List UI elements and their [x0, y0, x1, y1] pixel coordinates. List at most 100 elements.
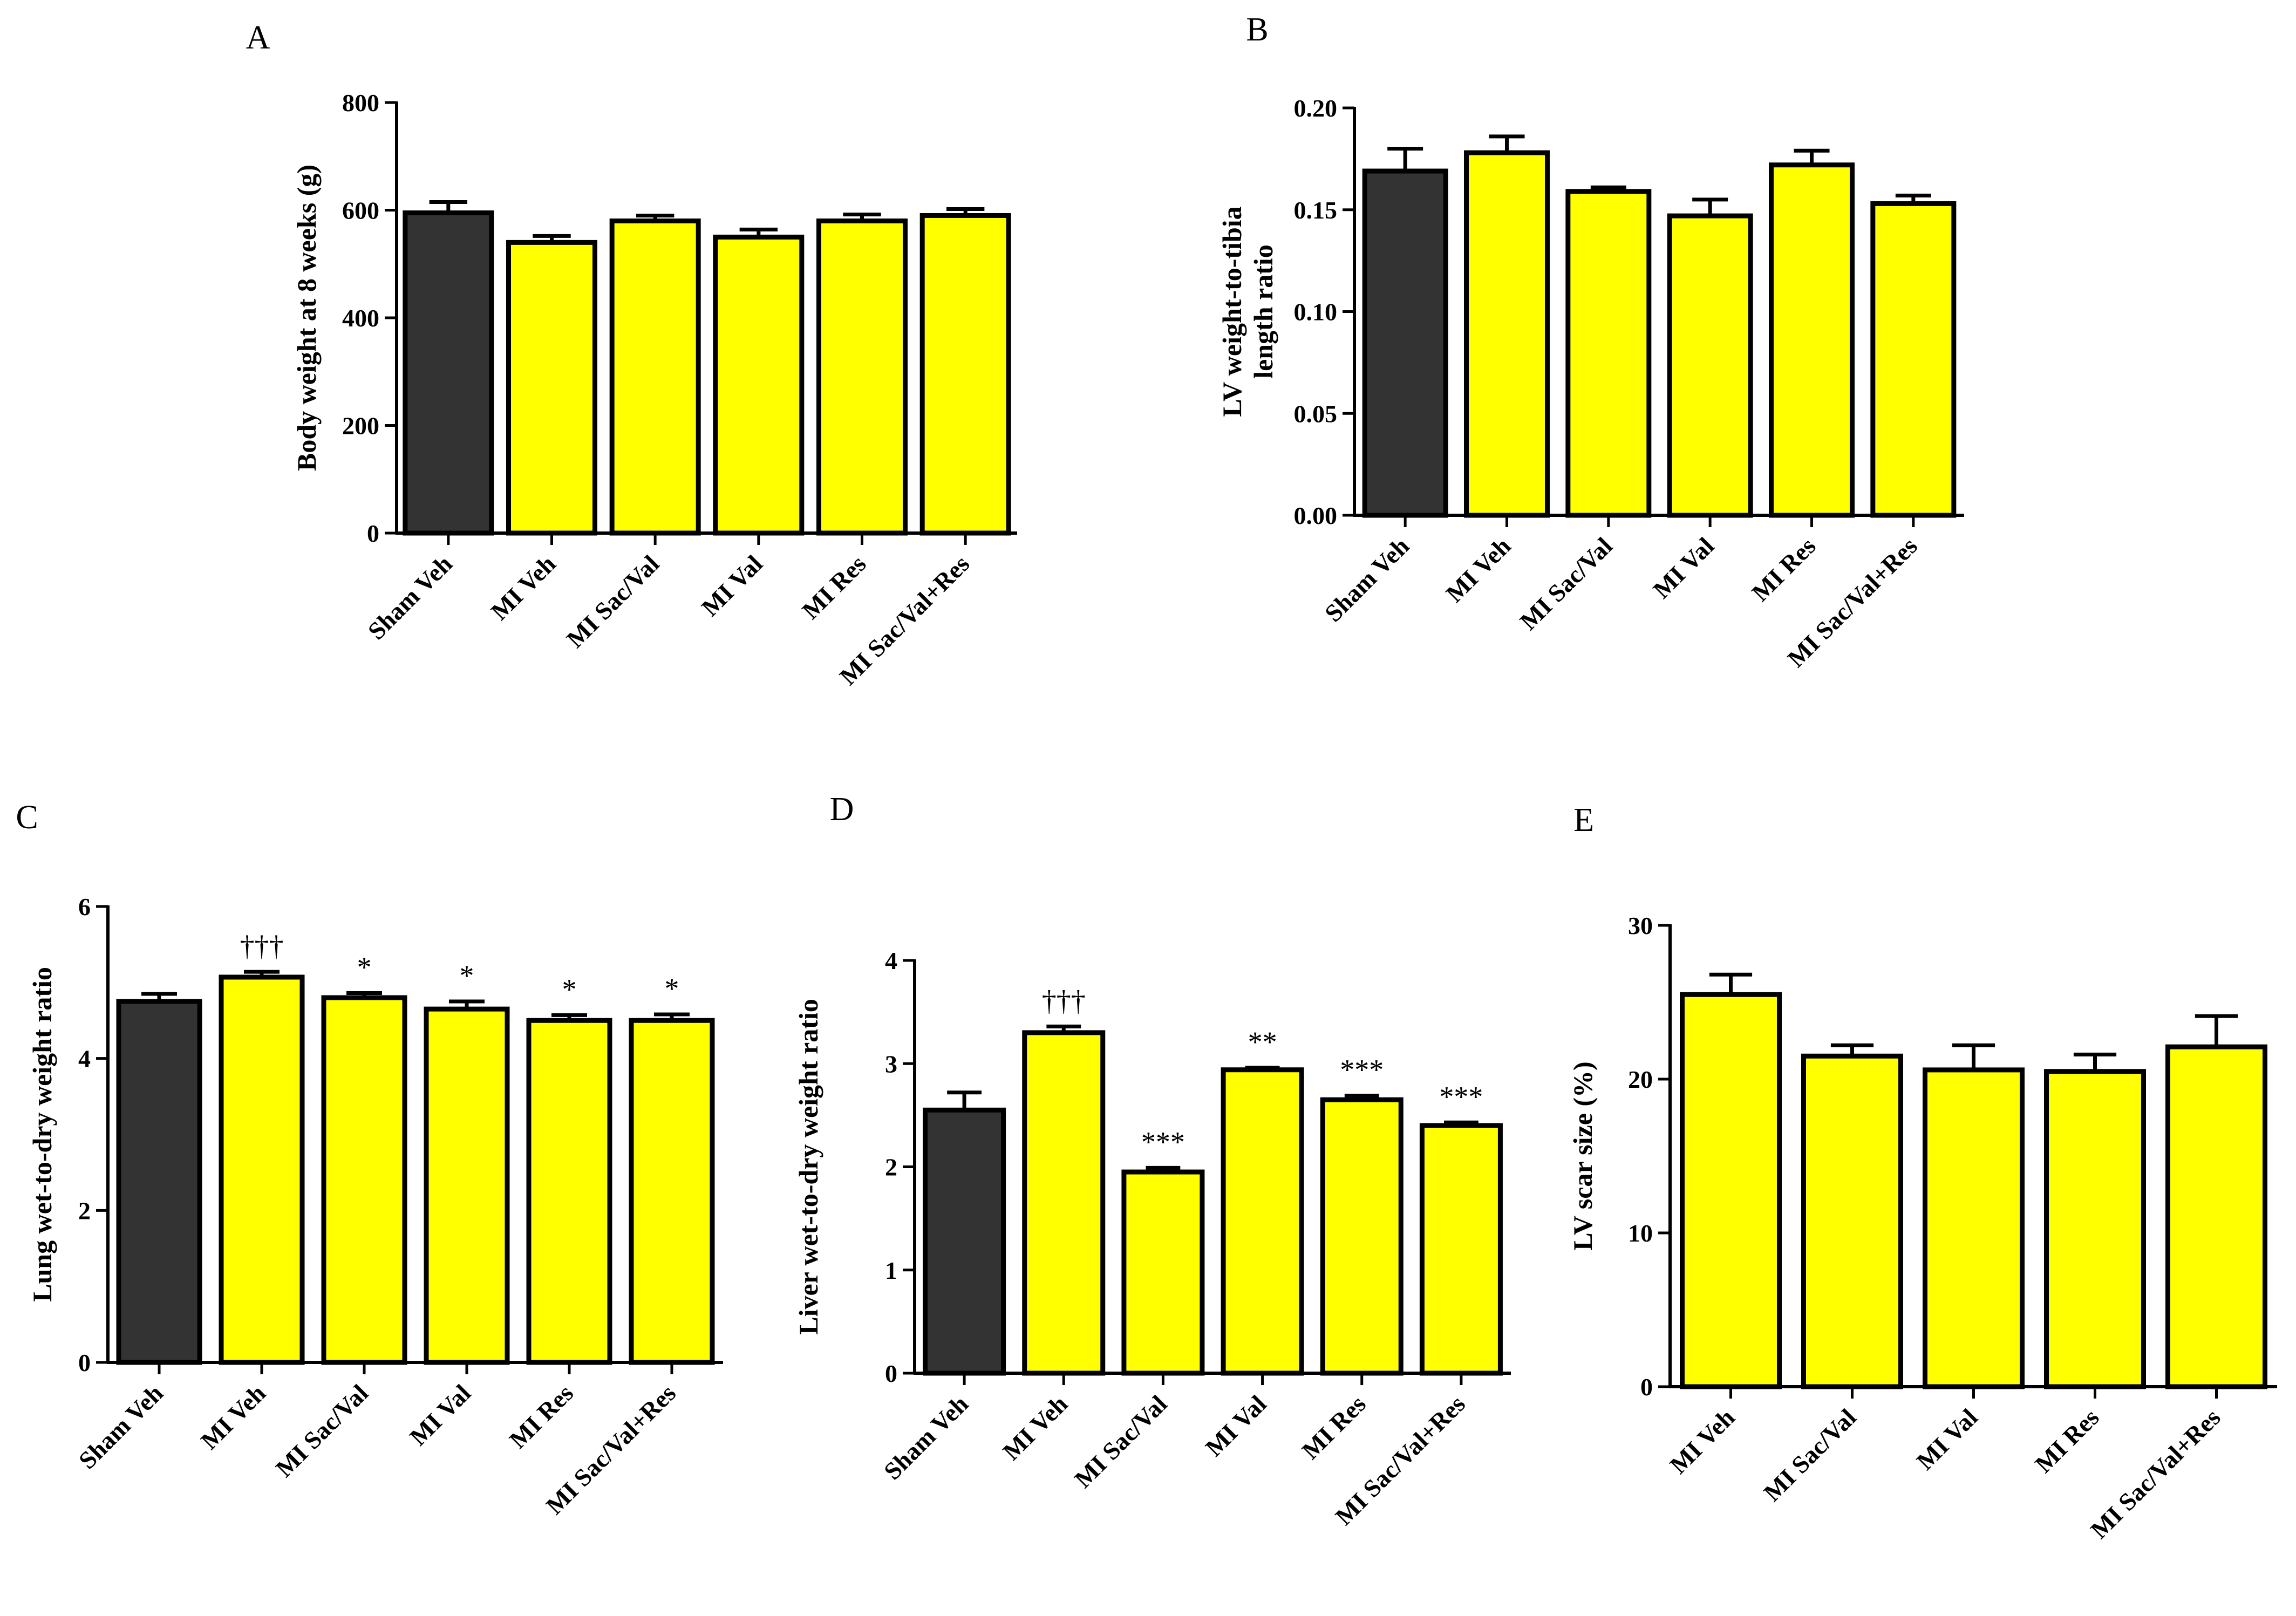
y-tick-label: 0: [367, 520, 379, 547]
y-tick-label: 600: [342, 197, 379, 224]
y-tick-label: 4: [885, 947, 897, 974]
panel-b: B 0.00 0.05 0.10 0.15 0.20 LV weight-to-tibia l…: [1217, 11, 1964, 672]
x-tick-label: MI Val: [1200, 1390, 1272, 1462]
bar: [2165, 1044, 2267, 1389]
bar: [713, 234, 805, 536]
x-tick-label: MI Val: [404, 1379, 476, 1451]
bar: [116, 999, 202, 1365]
bar: [1680, 992, 1782, 1389]
bar: [526, 1018, 612, 1365]
significance-annotation: †††: [1042, 984, 1086, 1017]
x-tick-label: MI Sac/Val: [561, 550, 664, 653]
x-tick-label: MI Veh: [1441, 532, 1516, 608]
y-tick-label: 0: [885, 1360, 897, 1387]
panel-letter: B: [1246, 11, 1268, 48]
x-tick-label: MI Val: [1911, 1403, 1983, 1475]
y-tick-label: 6: [78, 893, 91, 920]
y-tick-label: 0.05: [1294, 400, 1338, 427]
panel-letter: D: [830, 791, 854, 828]
bar: [919, 213, 1011, 536]
bar: [424, 1006, 510, 1365]
bar: [506, 240, 597, 536]
y-tick-label: 2: [78, 1197, 91, 1224]
y-axis-label: length ratio: [1248, 244, 1278, 379]
panel-c: C 0 2 4 6 Lung wet-to-dry weight ratio Sham Ve…: [16, 799, 723, 1519]
y-tick-label: 2: [885, 1154, 897, 1181]
x-tick-label: MI Res: [504, 1379, 578, 1454]
y-axis-label: Liver wet-to-dry weight ratio: [793, 999, 823, 1335]
x-tick-label: MI Veh: [1665, 1403, 1740, 1479]
y-tick-label: 0: [78, 1349, 91, 1376]
x-tick-label: MI Sac/Val: [270, 1379, 373, 1482]
y-tick-label: 200: [342, 412, 379, 440]
x-tick-label: MI Res: [1746, 532, 1821, 606]
y-tick-label: 0: [1640, 1373, 1653, 1401]
bar: [1870, 201, 1957, 518]
bar: [1121, 1169, 1205, 1376]
bar: [1320, 1097, 1404, 1376]
x-tick-label: Sham Veh: [363, 550, 458, 645]
significance-annotation: *: [460, 959, 474, 992]
y-axis-label: Body weight at 8 weeks (g): [291, 165, 322, 471]
significance-annotation: *: [357, 951, 372, 984]
bar: [629, 1018, 715, 1365]
y-tick-label: 1: [885, 1257, 897, 1284]
x-tick-label: Sham Veh: [878, 1390, 973, 1485]
x-tick-label: MI Val: [696, 550, 768, 622]
significance-annotation: ***: [1141, 1126, 1185, 1158]
x-tick-label: MI Sac/Val: [1515, 532, 1618, 635]
x-tick-label: MI Veh: [997, 1390, 1073, 1465]
x-tick-label: MI Veh: [486, 550, 561, 625]
y-tick-label: 4: [78, 1045, 91, 1073]
y-axis-label: LV weight-to-tibia: [1217, 206, 1247, 417]
y-tick-label: 800: [342, 89, 379, 117]
bar: [1769, 162, 1855, 518]
bar: [609, 218, 701, 536]
bar: [1801, 1053, 1903, 1389]
panel-letter: C: [16, 799, 38, 836]
x-tick-label: MI Sac/Val: [1758, 1403, 1861, 1506]
significance-annotation: †††: [240, 930, 284, 962]
bar: [321, 995, 407, 1365]
y-axis-label: Lung wet-to-dry weight ratio: [27, 967, 57, 1302]
x-tick-label: MI Val: [1647, 532, 1719, 604]
bar: [2044, 1069, 2146, 1389]
significance-annotation: *: [665, 972, 679, 1005]
x-tick-label: Sham Veh: [73, 1379, 168, 1474]
x-tick-label: MI Veh: [195, 1379, 271, 1455]
panel-a: A 0 200 400 600 800 Body weight at 8 weeks (g)…: [246, 19, 1017, 690]
y-tick-label: 0.10: [1294, 298, 1338, 326]
panel-letter: A: [246, 19, 270, 56]
y-tick-label: 0.15: [1294, 196, 1338, 224]
x-tick-label: MI Res: [796, 550, 871, 624]
y-tick-label: 20: [1628, 1066, 1653, 1093]
y-tick-label: 400: [342, 304, 379, 332]
significance-annotation: ***: [1340, 1054, 1384, 1086]
panel-d: D 0 1 2 3 4 Liver wet-to-dry weight ratio Sham …: [793, 791, 1511, 1530]
bar: [1923, 1067, 2025, 1389]
significance-annotation: **: [1248, 1026, 1277, 1058]
bar: [403, 210, 494, 536]
bar: [1362, 168, 1448, 518]
bar: [923, 1107, 1006, 1376]
y-tick-label: 30: [1628, 912, 1653, 939]
bar: [1022, 1030, 1106, 1376]
bar: [1419, 1123, 1503, 1376]
x-tick-label: MI Sac/Val+Res: [2085, 1403, 2225, 1544]
x-tick-label: MI Res: [2029, 1403, 2104, 1478]
x-tick-label: MI Sac/Val: [1069, 1390, 1172, 1493]
bar: [816, 218, 908, 536]
significance-annotation: ***: [1439, 1080, 1483, 1113]
panel-letter: E: [1573, 802, 1594, 838]
y-tick-label: 10: [1628, 1219, 1653, 1247]
x-tick-label: MI Res: [1297, 1390, 1371, 1464]
x-tick-label: Sham Veh: [1319, 532, 1414, 627]
bar: [219, 974, 305, 1365]
y-tick-label: 0.20: [1294, 94, 1338, 122]
significance-annotation: *: [562, 973, 577, 1005]
bar: [1667, 213, 1753, 518]
bar: [1464, 150, 1550, 518]
y-axis-label: LV scar size (%): [1568, 1061, 1598, 1250]
bar: [1565, 189, 1652, 518]
